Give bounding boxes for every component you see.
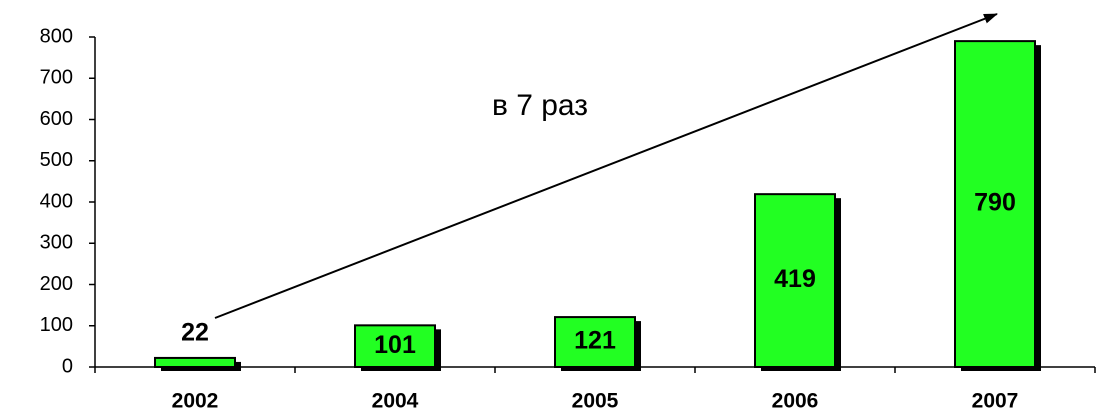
data-label: 101 — [374, 331, 416, 359]
y-tick-label: 500 — [40, 149, 73, 171]
x-tick-label: 2002 — [172, 390, 219, 412]
data-label: 790 — [974, 189, 1016, 217]
data-label-bg — [972, 188, 1018, 217]
bar — [154, 356, 236, 368]
data-label: 419 — [774, 265, 816, 293]
x-tick-label: 2007 — [972, 390, 1019, 412]
y-tick-label: 200 — [40, 273, 73, 295]
y-tick-label: 800 — [40, 25, 73, 47]
data-label-bg — [572, 326, 618, 355]
y-tick-label: 400 — [40, 190, 73, 212]
y-tick-label: 0 — [62, 355, 73, 377]
annotation: в 7 раз — [492, 89, 588, 122]
y-tick-label: 600 — [40, 108, 73, 130]
data-label-bg — [372, 330, 418, 359]
y-tick-label: 700 — [40, 67, 73, 89]
x-tick-label: 2004 — [372, 390, 419, 412]
bar — [754, 193, 836, 368]
data-label: 22 — [181, 319, 209, 347]
y-tick-label: 100 — [40, 314, 73, 336]
y-tick-label: 300 — [40, 232, 73, 254]
data-label-bg — [772, 265, 818, 294]
x-tick-label: 2005 — [572, 390, 619, 412]
data-label: 121 — [574, 327, 616, 355]
x-tick-label: 2006 — [772, 390, 819, 412]
growth-arrow — [214, 13, 998, 319]
